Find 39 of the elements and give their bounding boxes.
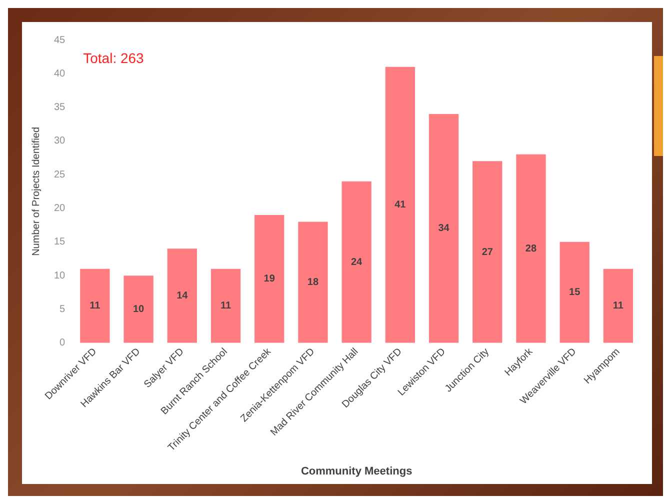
data-label: 11: [220, 300, 232, 312]
data-label: 15: [569, 287, 581, 298]
data-label: 14: [176, 290, 188, 302]
y-tick-label: 0: [60, 338, 66, 349]
y-tick-label: 30: [54, 136, 66, 147]
bar: [342, 181, 372, 343]
y-tick-label: 25: [54, 169, 66, 180]
bar: [516, 154, 546, 343]
data-label: 27: [482, 246, 494, 258]
y-tick-label: 15: [54, 236, 66, 248]
data-label: 41: [394, 200, 406, 211]
data-label: 18: [307, 277, 319, 288]
annotation: Total: 263: [83, 50, 144, 66]
data-label: 11: [90, 300, 101, 312]
data-label: 19: [264, 274, 276, 285]
y-tick-label: 5: [60, 304, 66, 315]
data-label: 10: [132, 304, 145, 315]
data-label: 34: [438, 223, 450, 234]
bar: [298, 222, 328, 343]
y-tick-label: 10: [54, 270, 66, 282]
y-tick-label: 20: [54, 203, 66, 214]
data-label: 11: [612, 300, 624, 312]
x-axis-title: Community Meetings: [300, 465, 412, 478]
bar: [428, 114, 459, 343]
bar: [603, 268, 634, 343]
y-tick-label: 35: [54, 102, 66, 114]
data-label: 24: [351, 256, 363, 268]
bar: [80, 268, 110, 343]
bar: [472, 161, 502, 343]
bar: [385, 66, 415, 343]
y-axis-title: Number of Projects Identified: [30, 126, 42, 256]
bar: [167, 248, 197, 343]
bar: [560, 242, 590, 343]
bar: [210, 268, 241, 343]
bar: [124, 276, 154, 343]
bar: [254, 215, 284, 343]
y-tick-label: 40: [54, 68, 66, 80]
data-label: 28: [525, 243, 537, 254]
y-tick-label: 45: [54, 34, 66, 46]
